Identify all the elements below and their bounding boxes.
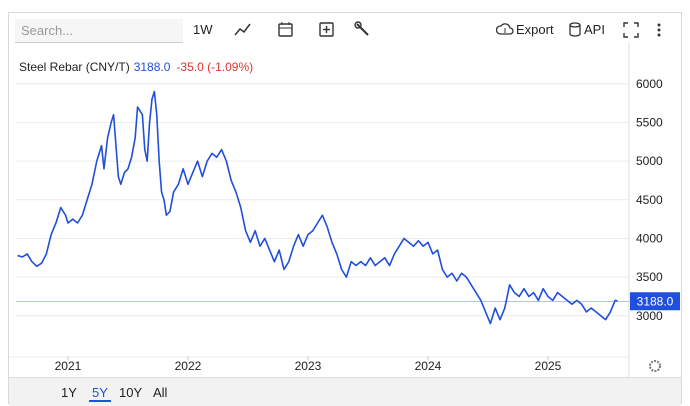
settings-icon	[649, 360, 661, 372]
x-tick-label: 2024	[415, 359, 442, 373]
export-button[interactable]: Export	[516, 22, 554, 37]
add-icon[interactable]	[318, 21, 336, 39]
x-tick-label: 2022	[175, 359, 202, 373]
range-bar: 1Y 5Y 10Y All	[9, 377, 681, 406]
range-button[interactable]: 10Y	[119, 385, 143, 400]
x-tick-label: 2021	[55, 359, 82, 373]
search-box[interactable]: Search...	[15, 19, 183, 43]
y-tick-label: 4000	[636, 231, 663, 245]
range-button[interactable]: 1Y	[61, 385, 77, 400]
fullscreen-icon[interactable]	[622, 21, 640, 39]
line-type-icon[interactable]	[234, 21, 252, 39]
export-icon[interactable]	[496, 21, 514, 39]
x-tick-label: 2023	[295, 359, 322, 373]
chart-header: Steel Rebar (CNY/T) 3188.0 -35.0 (-1.09%)	[19, 60, 253, 74]
last-price: 3188.0	[134, 60, 171, 74]
y-tick-label: 3000	[636, 309, 663, 323]
price-line	[17, 90, 618, 325]
api-button[interactable]: API	[584, 22, 605, 37]
calendar-icon[interactable]	[277, 21, 295, 39]
x-tick-label: 2025	[535, 359, 562, 373]
price-change: -35.0 (-1.09%)	[176, 60, 253, 74]
range-button[interactable]: 5Y	[89, 385, 111, 402]
y-tick-label: 6000	[636, 77, 663, 91]
y-tick-label: 5500	[636, 115, 663, 129]
toolbar: Search... 1W Export API	[9, 13, 681, 47]
tools-icon[interactable]	[354, 21, 372, 39]
range-button[interactable]: All	[153, 385, 168, 400]
api-icon[interactable]	[567, 21, 585, 39]
y-tick-label: 3500	[636, 270, 663, 284]
chart-title: Steel Rebar (CNY/T)	[19, 60, 130, 74]
menu-icon[interactable]	[654, 21, 664, 39]
chart: Steel Rebar (CNY/T) 3188.0 -35.0 (-1.09%) 3…	[9, 43, 680, 377]
y-tick-label: 4500	[636, 193, 663, 207]
last-value-box	[630, 292, 680, 311]
y-tick-label: 5000	[636, 154, 663, 168]
interval-button[interactable]: 1W	[193, 22, 213, 37]
last-value-label: 3188.0	[637, 295, 674, 309]
chart-card: Steel Rebar (CNY/T) 3188.0 -35.0 (-1.09%) 3…	[8, 12, 682, 406]
